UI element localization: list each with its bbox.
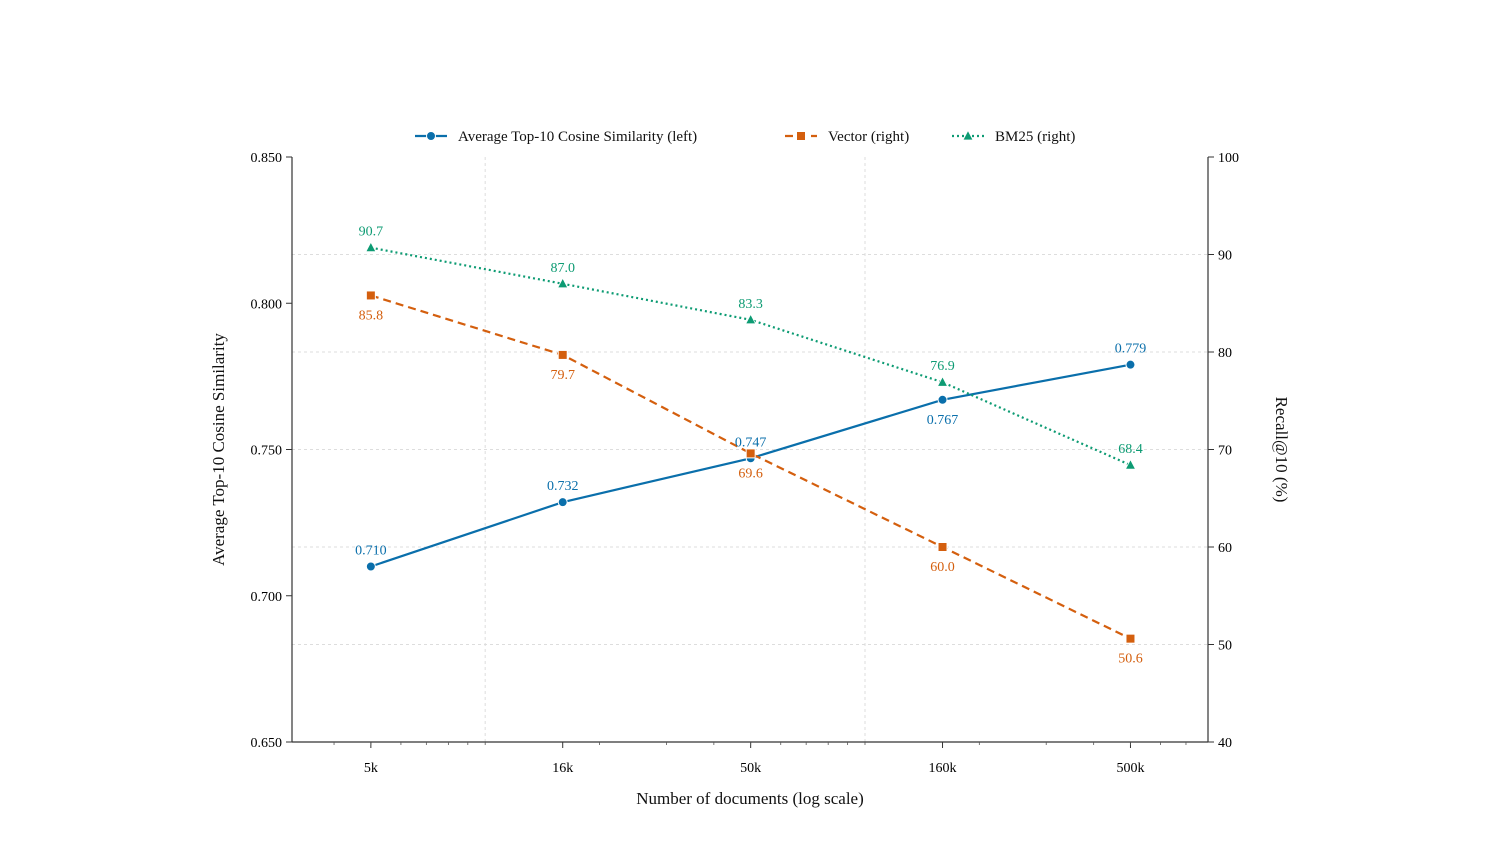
x-axis-label: Number of documents (log scale) [636,789,864,808]
series-0-point [937,394,948,405]
series-2-point [1124,458,1137,470]
right-y-tick-label: 100 [1218,151,1239,166]
x-tick-label: 16k [552,761,573,776]
data-label-1: 50.6 [1118,652,1143,667]
x-tick-label: 500k [1116,761,1144,776]
x-tick-label: 5k [364,761,378,776]
right-y-tick-label: 70 [1218,444,1232,459]
left-y-tick-label: 0.700 [251,590,283,605]
series-1-point [745,448,756,459]
data-label-2: 76.9 [930,359,955,374]
left-y-tick-label: 0.800 [251,297,283,312]
data-label-2: 90.7 [359,225,384,240]
series-0-point [557,497,568,508]
series-1-point [937,542,948,552]
legend-label-1: Vector (right) [828,129,909,145]
data-label-1: 79.7 [550,368,575,383]
legend-label-0: Average Top-10 Cosine Similarity (left) [458,129,697,145]
data-label-1: 69.6 [738,466,763,481]
x-tick-label: 160k [929,761,957,776]
data-label-0: 0.710 [355,544,387,559]
left-y-axis-label: Average Top-10 Cosine Similarity [209,333,228,566]
grid [292,157,1208,742]
series-1-point [557,349,568,360]
data-label-0: 0.732 [547,479,579,494]
left-y-tick-label: 0.850 [251,151,283,166]
series-2-point [744,313,757,325]
series-0-point [1125,359,1136,370]
data-label-0: 0.747 [735,435,767,450]
data-label-2: 83.3 [738,297,763,312]
series-2-point [365,241,377,253]
data-labels: 0.710 0.732 0.747 0.767 0.779 85.8 79.7 69.6 60.… [355,225,1146,667]
right-y-tick-label: 40 [1218,736,1232,751]
legend-label-2: BM25 (right) [995,129,1075,145]
data-label-2: 68.4 [1118,442,1143,457]
series-1-point [365,290,376,301]
data-label-2: 87.0 [550,261,575,276]
right-y-tick-label: 80 [1218,346,1232,361]
data-label-0: 0.779 [1115,342,1147,357]
series-2-point [557,277,569,289]
series-line-1 [370,294,1131,640]
series-2-point [936,375,949,387]
left-y-tick-label: 0.750 [251,444,283,459]
x-tick-label: 50k [740,761,761,776]
right-y-tick-label: 50 [1218,639,1232,654]
series-0-point [365,561,376,572]
series [365,241,1137,644]
left-y-tick-label: 0.650 [251,736,283,751]
legend-marker-0 [426,131,436,141]
data-label-1: 60.0 [930,560,955,575]
right-y-axis-label: Recall@10 (%) [1272,397,1291,503]
data-label-0: 0.767 [927,413,959,428]
right-y-tick-label: 90 [1218,249,1232,264]
legend-marker-1 [796,131,806,141]
data-label-1: 85.8 [359,308,384,323]
right-y-tick-label: 60 [1218,541,1232,556]
axes: Number of documents (log scale) Average … [209,151,1291,808]
series-1-point [1125,633,1136,644]
legend: Average Top-10 Cosine Similarity (left) V… [415,129,1075,145]
legend-marker-2 [962,129,974,141]
